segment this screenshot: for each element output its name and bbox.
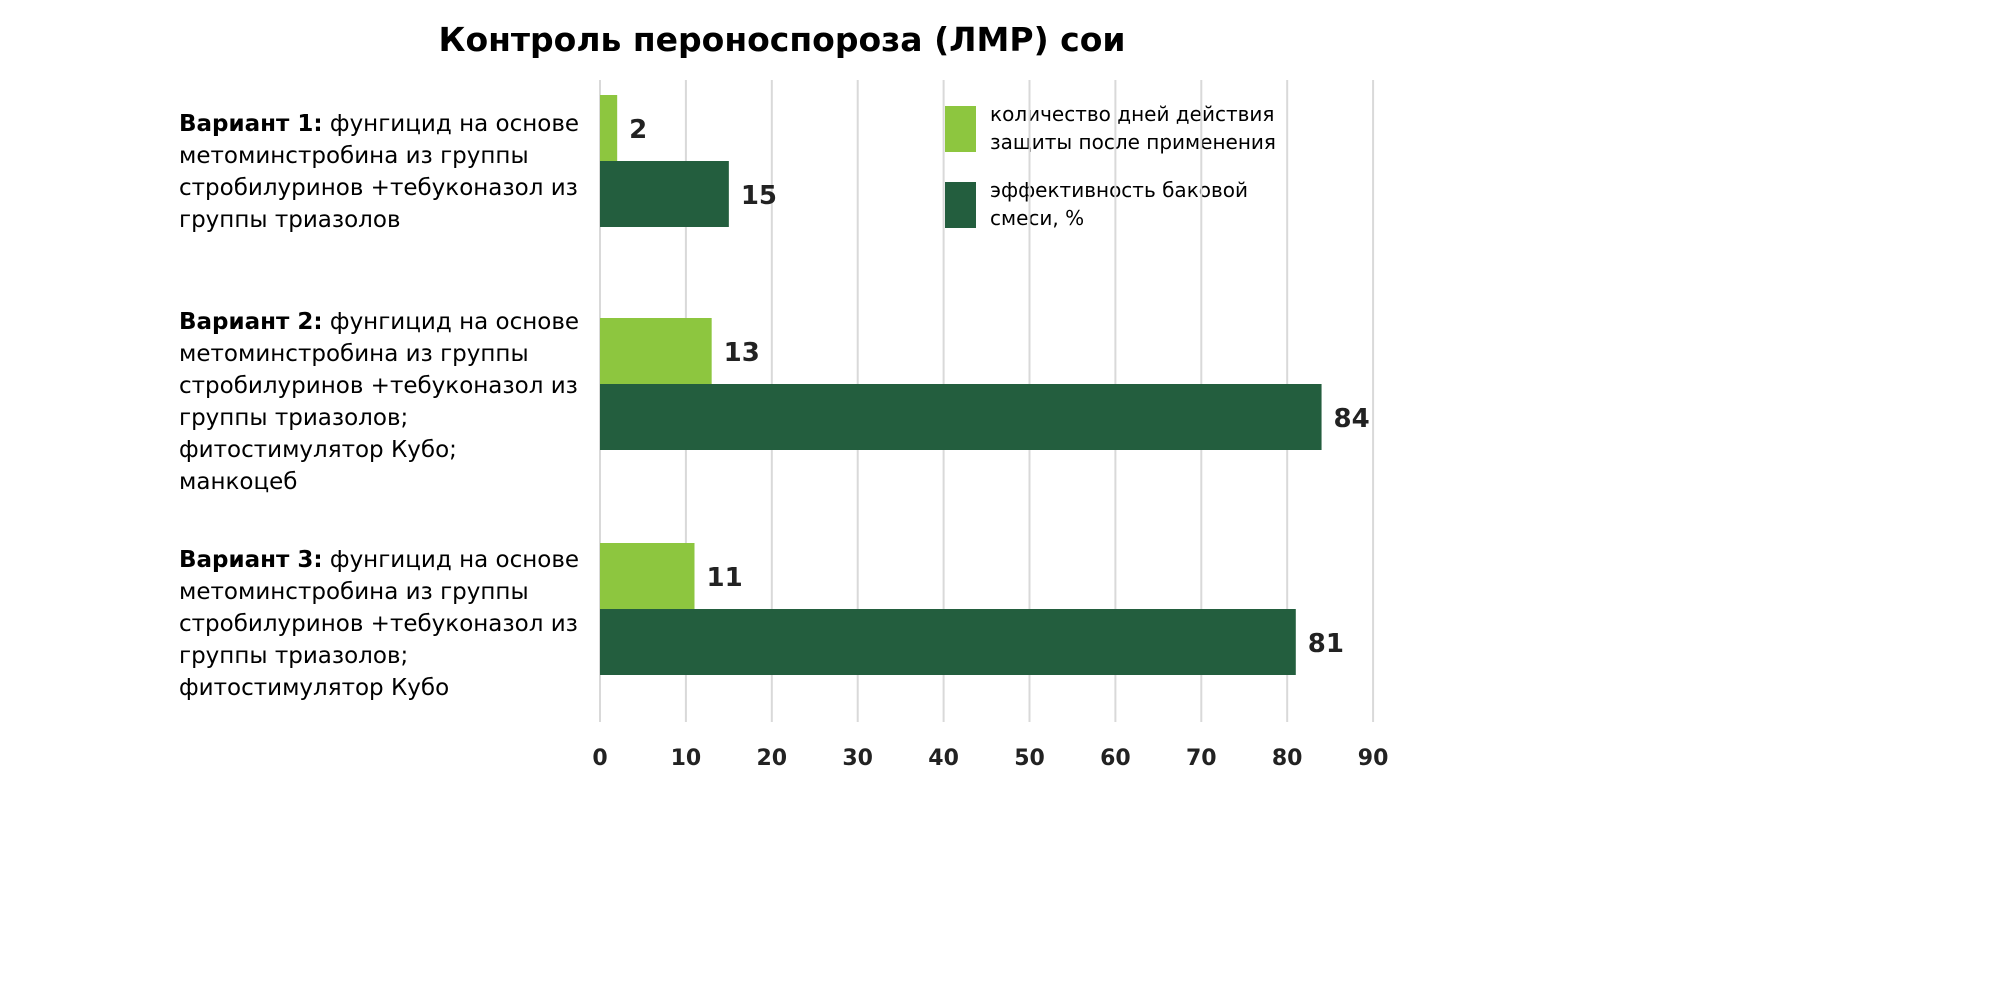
bar [600,161,729,227]
legend-label-efficiency: эффективность баковой смеси, % [990,176,1350,232]
data-label: 11 [706,563,742,593]
chart-title: Контроль пероноспороза (ЛМР) сои [438,20,1126,59]
bar [600,609,1296,675]
category-label-line: Вариант 2: фунгицид на основе [179,306,589,338]
category-label-line: Вариант 3: фунгицид на основе [179,544,589,576]
x-tick-label: 20 [756,746,787,771]
category-label-line: фитостимулятор Кубо; [179,437,457,463]
variant-name: Вариант 2: [179,309,323,335]
category-label-line: Вариант 1: фунгицид на основе [179,108,589,140]
category-label-line: стробилуринов +тебуконазол из [179,373,578,399]
legend-swatch-efficiency [945,182,976,228]
category-label: Вариант 2: фунгицид на основе метоминстро… [179,306,589,498]
legend-label-days: количество дней действия защиты после пр… [990,100,1350,156]
category-label: Вариант 3: фунгицид на основе метоминстро… [179,544,589,704]
data-label: 13 [724,338,760,368]
legend-swatch-days [945,106,976,152]
category-label-line: манкоцеб [179,469,298,495]
category-label-line: группы триазолов; [179,643,409,669]
bar [600,543,695,609]
category-label-line: метоминстробина из группы [179,143,529,169]
data-label: 81 [1308,629,1344,659]
bar [600,384,1322,450]
variant-name: Вариант 3: [179,547,323,573]
category-label-line: группы триазолов; [179,405,409,431]
category-label: Вариант 1: фунгицид на основе метоминстро… [179,108,589,236]
x-tick-label: 60 [1100,746,1131,771]
x-tick-label: 40 [928,746,959,771]
variant-description: фунгицид на основе [322,309,580,335]
category-label-line: стробилуринов +тебуконазол из [179,175,578,201]
bar [600,318,712,384]
category-label-line: метоминстробина из группы [179,341,529,367]
x-tick-label: 80 [1272,746,1303,771]
bar [600,95,618,161]
x-tick-label: 30 [842,746,873,771]
variant-description: фунгицид на основе [322,111,580,137]
x-tick-label: 70 [1186,746,1217,771]
data-label: 15 [741,181,777,211]
category-label-line: метоминстробина из группы [179,579,529,605]
legend-label-line: эффективность баковой [990,178,1249,202]
x-tick-label: 0 [592,746,607,771]
data-label: 84 [1334,404,1370,434]
category-label-line: группы триазолов [179,207,401,233]
category-label-line: стробилуринов +тебуконазол из [179,611,578,637]
variant-name: Вариант 1: [179,111,323,137]
x-tick-label: 50 [1014,746,1045,771]
legend-label-line: смеси, % [990,206,1085,230]
x-tick-label: 10 [671,746,702,771]
legend-label-line: защиты после применения [990,130,1276,154]
data-label: 2 [629,115,647,145]
category-label-line: фитостимулятор Кубо [179,675,450,701]
legend-label-line: количество дней действия [990,102,1275,126]
x-tick-label: 90 [1358,746,1389,771]
variant-description: фунгицид на основе [322,547,580,573]
